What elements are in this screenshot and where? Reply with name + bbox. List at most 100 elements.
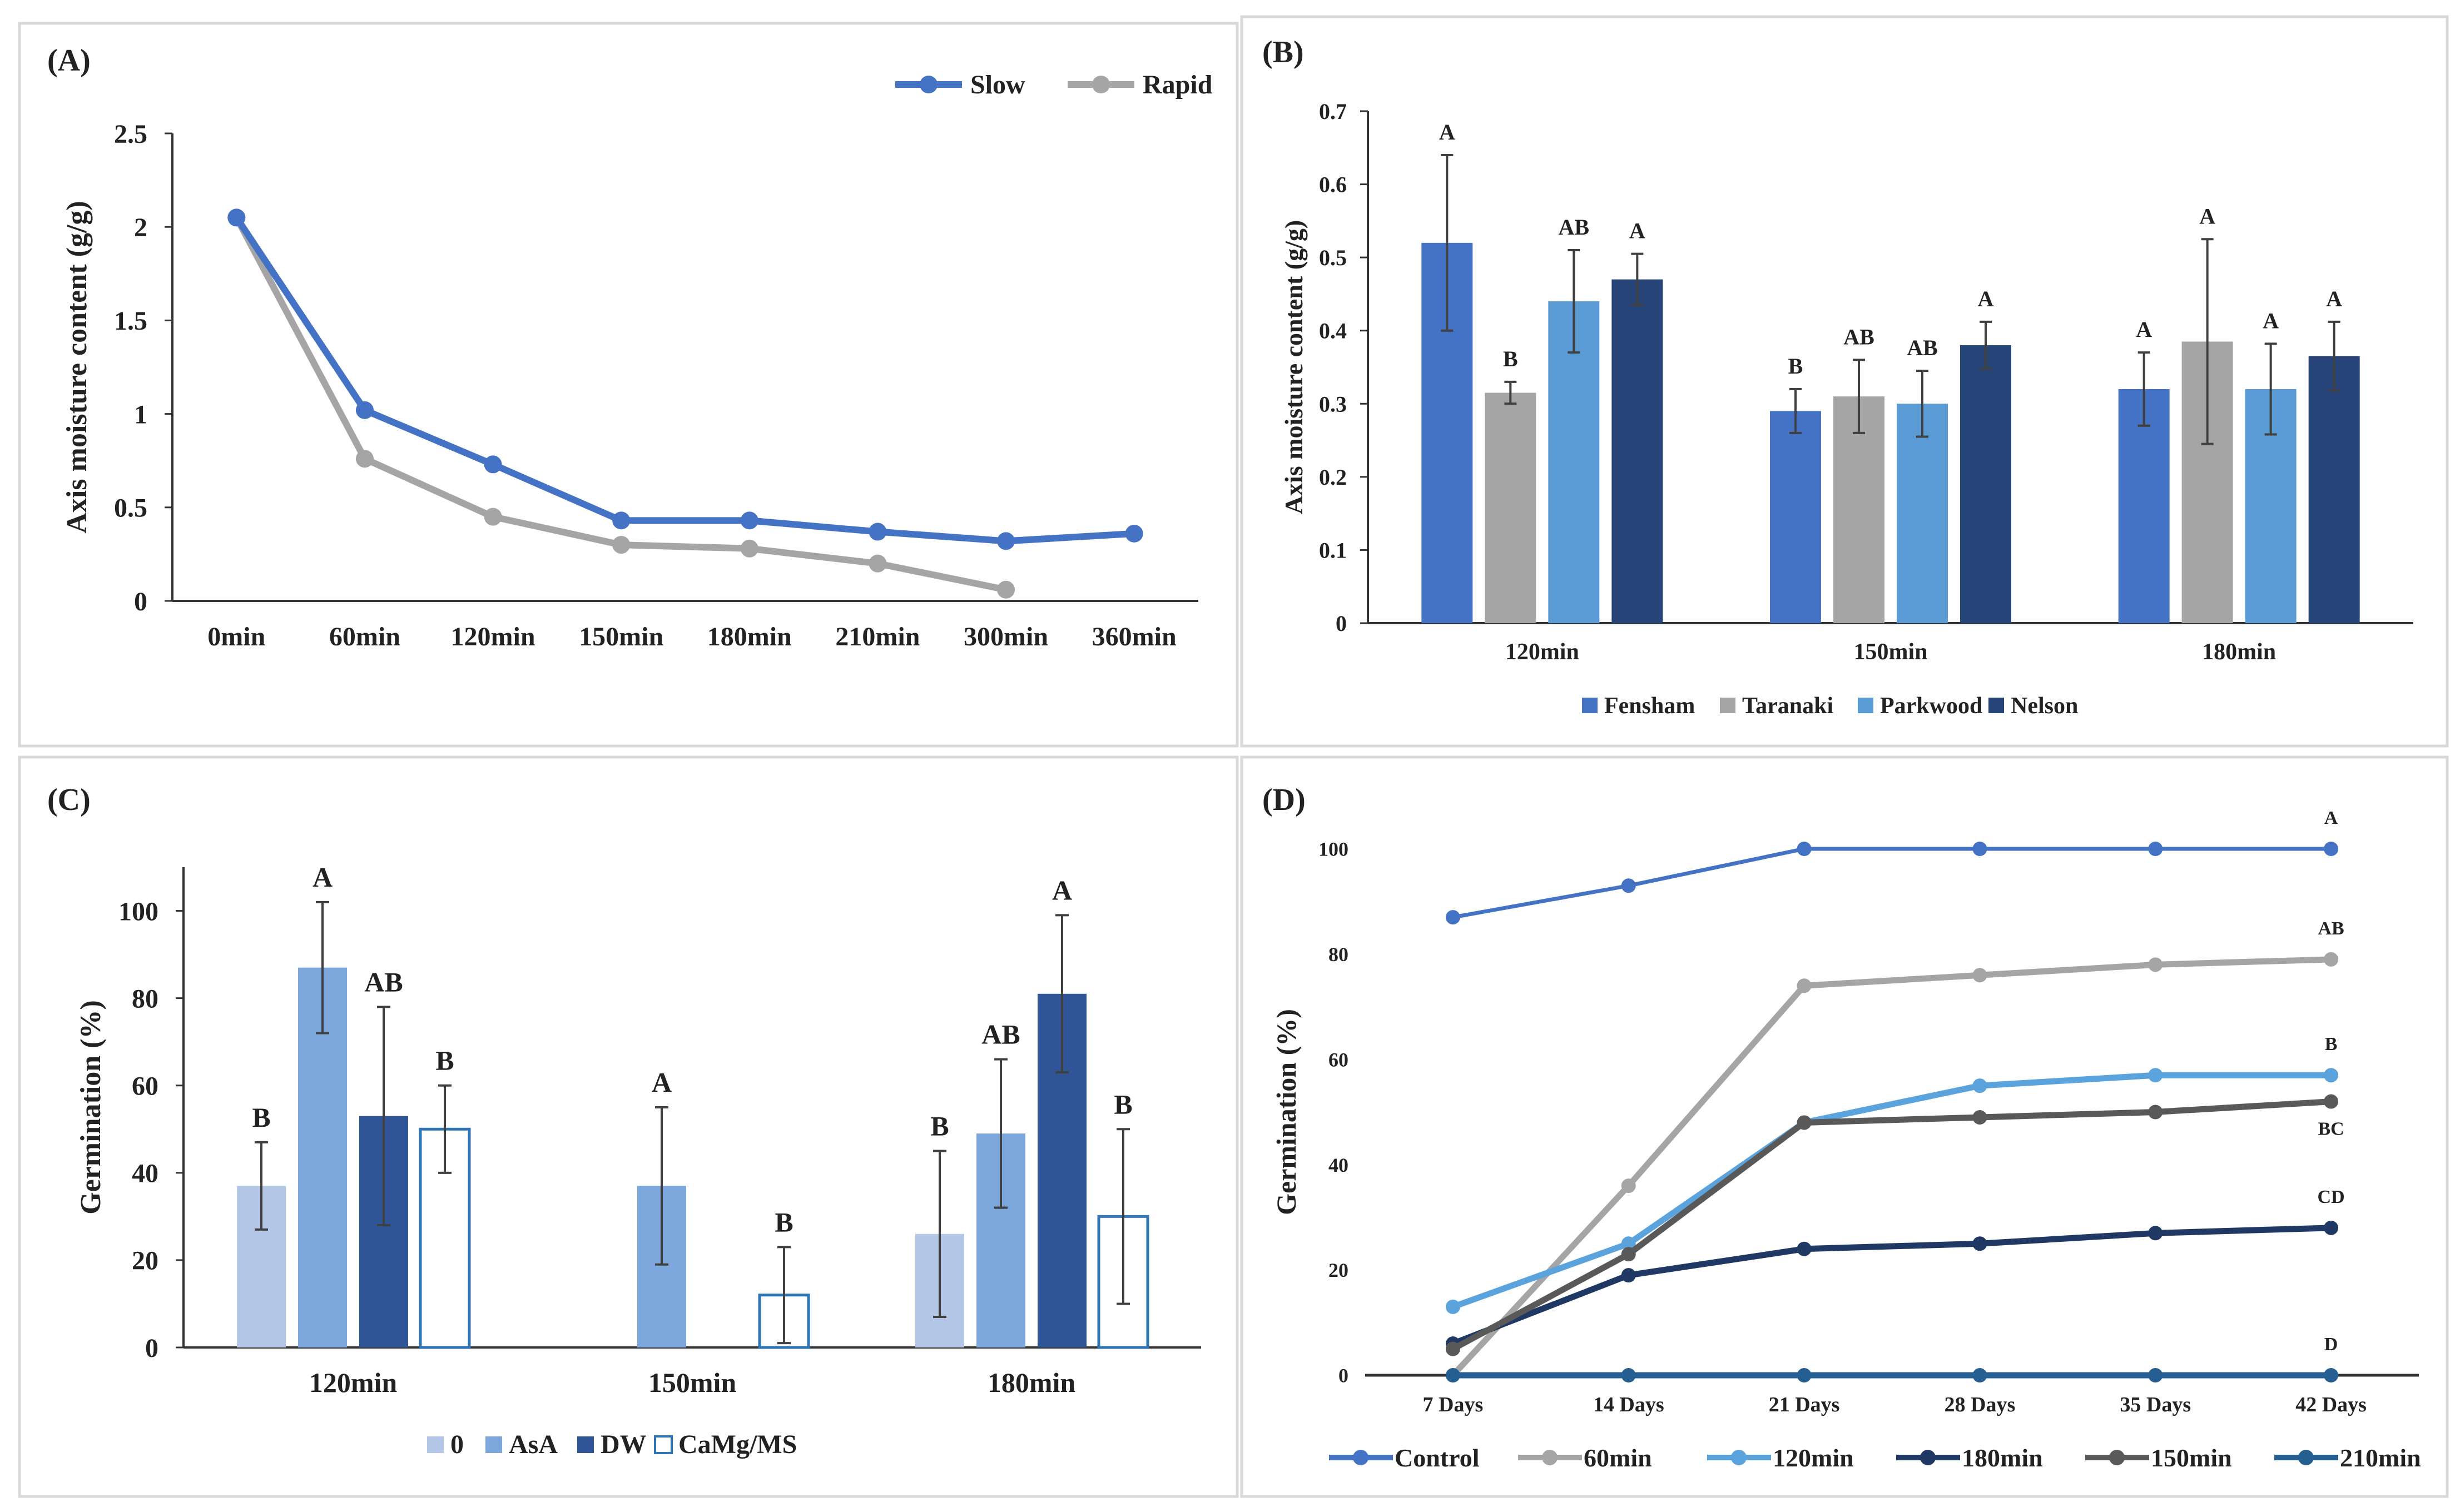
d-point-180min (2324, 1220, 2339, 1235)
c-y-tick-label: 0 (145, 1334, 158, 1363)
d-series-line-120min (1452, 1072, 2332, 1310)
b-x-tick-label: 180min (2202, 639, 2276, 665)
d-point-120min (2324, 1068, 2339, 1083)
b-bar-taranaki (1833, 396, 1884, 623)
a-point-rapid (997, 580, 1015, 599)
a-point-slow (227, 208, 246, 227)
d-series-line-180min (1451, 1225, 2332, 1347)
d-point-control (1621, 878, 1636, 893)
a-x-tick-label: 0min (207, 622, 265, 651)
d-legend-label: 150min (2151, 1444, 2232, 1472)
b-legend-label: Fensham (1604, 693, 1695, 719)
c-legend-label: CaMg/MS (678, 1430, 797, 1459)
d-significance-letter: D (2324, 1334, 2338, 1355)
d-legend-marker (2109, 1450, 2125, 1465)
c-y-tick-label: 20 (132, 1246, 158, 1276)
c-significance-letter: A (313, 862, 333, 893)
d-point-control (2324, 842, 2339, 856)
a-y-tick-label: 0.5 (114, 494, 147, 523)
d-significance-letter: A (2324, 808, 2338, 828)
d-point-150min (1797, 1115, 1812, 1130)
c-significance-letter: AB (981, 1019, 1020, 1050)
b-y-tick-label: 0.7 (1319, 99, 1347, 124)
d-point-210min (1445, 1368, 1460, 1382)
d-point-180min (1972, 1236, 1987, 1251)
a-legend-label: Rapid (1143, 70, 1213, 100)
b-legend-swatch (1858, 698, 1873, 713)
d-point-210min (1621, 1368, 1636, 1382)
d-point-120min (1972, 1078, 1987, 1093)
b-significance-letter: AB (1907, 335, 1938, 360)
a-legend-label: Slow (970, 70, 1025, 100)
d-point-210min (2324, 1368, 2339, 1382)
d-significance-letter: CD (2318, 1187, 2345, 1207)
b-y-tick-label: 0.4 (1319, 319, 1347, 344)
d-y-tick-label: 100 (1318, 838, 1348, 861)
d-x-tick-label: 21 Days (1769, 1393, 1840, 1416)
d-point-120min (1621, 1236, 1636, 1251)
d-legend-label: Control (1395, 1444, 1480, 1472)
d-point-60min (2324, 952, 2339, 967)
d-point-control (1972, 842, 1987, 856)
c-y-axis-title: Germination (%) (75, 1000, 107, 1215)
c-legend-swatch (485, 1436, 502, 1453)
b-legend-swatch (1988, 698, 2004, 713)
d-series-line-control (1452, 847, 2332, 919)
d-significance-letter: BC (2318, 1119, 2344, 1140)
d-legend-label: 180min (1962, 1444, 2043, 1472)
d-point-control (1445, 910, 1460, 925)
a-point-slow (612, 511, 631, 530)
d-x-tick-label: 35 Days (2120, 1393, 2191, 1416)
c-legend-swatch (577, 1436, 594, 1453)
panel-b-chart: (B) 0 0.1 0.2 0.3 0.4 0.5 0.6 0.7 Axis moisture c… (1262, 35, 2413, 719)
d-point-150min (1972, 1110, 1987, 1125)
b-panel-label: (B) (1262, 35, 1304, 69)
a-x-tick-label: 120min (451, 622, 535, 651)
panel-a-border (18, 22, 1239, 748)
b-significance-letter: A (2136, 317, 2152, 342)
c-legend-label: 0 (450, 1430, 464, 1459)
b-bar-nelson (2308, 356, 2360, 623)
b-legend-label: Nelson (2011, 693, 2078, 719)
c-legend-swatch (654, 1435, 673, 1454)
a-x-tick-label: 180min (707, 622, 792, 651)
c-y-tick-label: 80 (132, 984, 158, 1013)
a-point-rapid (484, 508, 502, 526)
b-legend-label: Taranaki (1742, 693, 1834, 719)
a-y-tick-label: 2.5 (114, 120, 147, 149)
b-bar-taranaki (1485, 392, 1536, 623)
b-significance-letter: A (1629, 218, 1645, 243)
d-legend-label: 120min (1773, 1444, 1854, 1472)
b-bar-parkwood (1897, 404, 1948, 623)
b-significance-letter: A (1978, 286, 1994, 311)
c-x-tick-label: 150min (648, 1367, 737, 1398)
d-point-210min (2148, 1368, 2163, 1382)
b-legend-swatch (1582, 698, 1598, 713)
b-significance-letter: AB (1843, 324, 1874, 349)
d-point-180min (1797, 1241, 1812, 1256)
a-x-tick-label: 150min (579, 622, 663, 651)
a-y-tick-label: 0 (134, 587, 147, 616)
panel-c-border (18, 755, 1239, 1498)
b-bar-nelson (1960, 345, 2011, 623)
c-significance-letter: B (775, 1206, 793, 1237)
d-point-210min (1797, 1368, 1812, 1382)
d-point-60min (2148, 957, 2163, 972)
d-significance-letter: AB (2318, 918, 2344, 939)
d-y-tick-label: 80 (1328, 943, 1348, 966)
b-legend-swatch (1720, 698, 1735, 713)
b-y-tick-label: 0 (1336, 611, 1347, 636)
b-significance-letter: B (1503, 346, 1518, 371)
d-significance-letter: B (2325, 1034, 2338, 1055)
a-x-tick-label: 300min (964, 622, 1048, 651)
b-x-tick-label: 120min (1505, 639, 1579, 665)
d-point-150min (2324, 1094, 2339, 1109)
c-x-tick-label: 120min (309, 1367, 398, 1398)
b-bar-fensham (2118, 389, 2170, 623)
d-legend-marker (2298, 1450, 2314, 1465)
b-significance-letter: AB (1559, 215, 1590, 240)
b-y-tick-label: 0.2 (1319, 465, 1347, 490)
a-y-tick-label: 1.5 (114, 306, 147, 336)
d-legend-marker (1920, 1450, 1936, 1465)
